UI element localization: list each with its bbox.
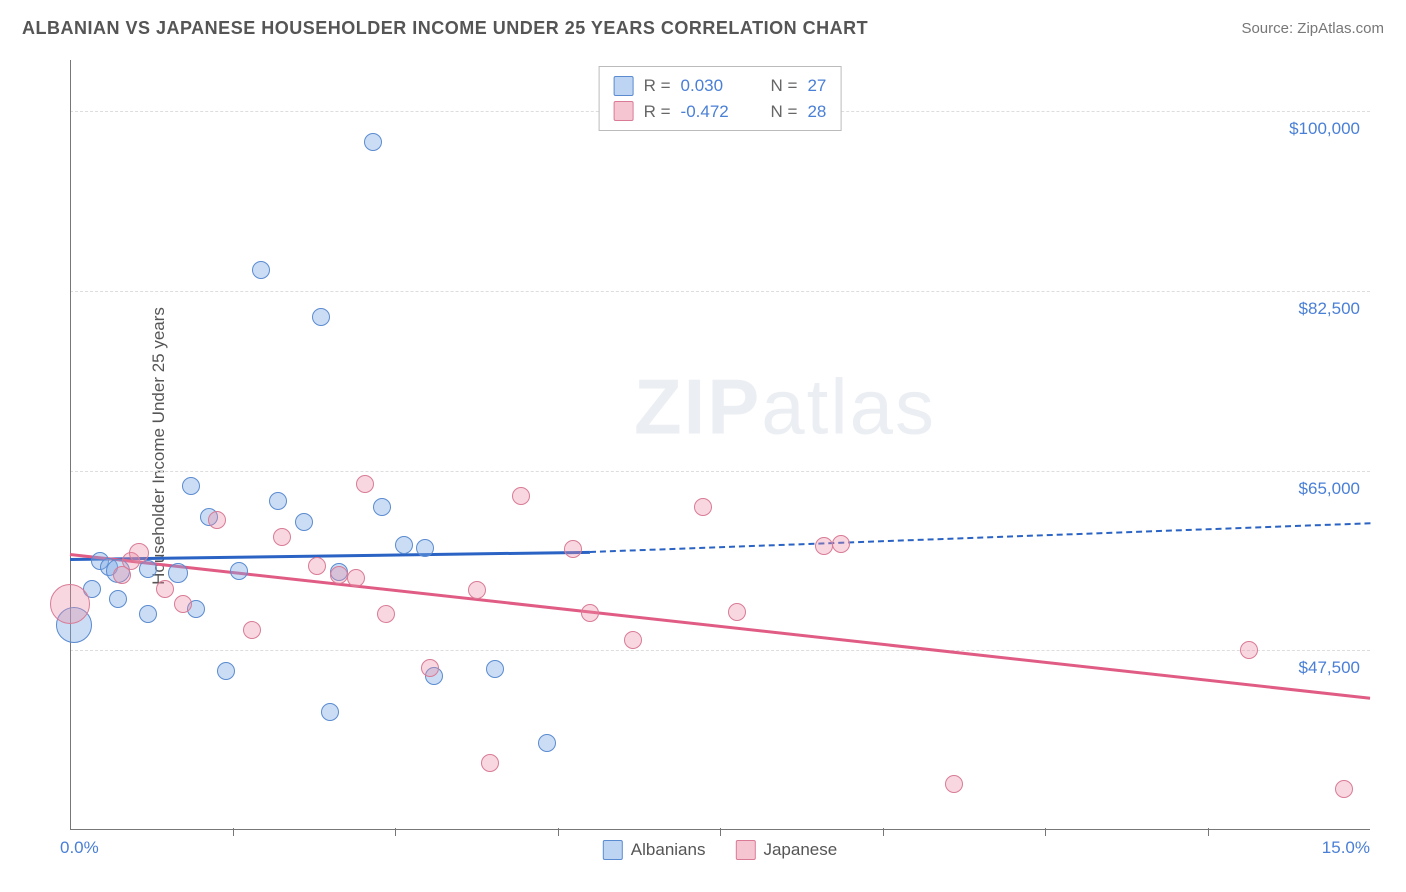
data-point (217, 662, 235, 680)
data-point (330, 566, 348, 584)
source-attribution: Source: ZipAtlas.com (1241, 20, 1384, 37)
data-point (347, 569, 365, 587)
data-point (156, 580, 174, 598)
data-point (395, 536, 413, 554)
data-point (728, 603, 746, 621)
data-point (269, 492, 287, 510)
data-point (109, 590, 127, 608)
legend-row: R = 0.030N =27 (614, 73, 827, 99)
data-point (364, 133, 382, 151)
data-point (321, 703, 339, 721)
data-point (129, 543, 149, 563)
trend-line (70, 553, 1370, 699)
data-point (243, 621, 261, 639)
legend-swatch (603, 840, 623, 860)
data-point (174, 595, 192, 613)
legend-item: Albanians (603, 840, 706, 860)
data-point (308, 557, 326, 575)
legend-swatch (735, 840, 755, 860)
x-tick-mark (558, 828, 559, 836)
data-point (182, 477, 200, 495)
legend-swatch (614, 101, 634, 121)
data-point (624, 631, 642, 649)
data-point (377, 605, 395, 623)
data-point (273, 528, 291, 546)
x-tick-mark (1208, 828, 1209, 836)
x-tick-mark (1045, 828, 1046, 836)
data-point (252, 261, 270, 279)
x-tick-mark (395, 828, 396, 836)
data-point (694, 498, 712, 516)
data-point (230, 562, 248, 580)
data-point (832, 535, 850, 553)
data-point (468, 581, 486, 599)
series-legend: Albanians Japanese (603, 840, 837, 860)
data-point (421, 659, 439, 677)
trend-line (590, 522, 1370, 553)
data-point (50, 584, 90, 624)
legend-item: Japanese (735, 840, 837, 860)
data-point (538, 734, 556, 752)
data-point (168, 563, 188, 583)
data-point (481, 754, 499, 772)
data-point (486, 660, 504, 678)
x-tick-label: 15.0% (1322, 838, 1370, 858)
x-tick-mark (720, 828, 721, 836)
watermark-atlas: atlas (761, 362, 936, 450)
data-point (1240, 641, 1258, 659)
data-point (1335, 780, 1353, 798)
chart-title: ALBANIAN VS JAPANESE HOUSEHOLDER INCOME … (22, 18, 868, 39)
data-point (139, 560, 157, 578)
gridline (70, 291, 1370, 292)
data-point (312, 308, 330, 326)
correlation-legend: R = 0.030N =27R =-0.472N =28 (599, 66, 842, 131)
y-tick-label: $100,000 (1289, 119, 1360, 139)
y-tick-label: $65,000 (1299, 479, 1360, 499)
watermark: ZIPatlas (634, 361, 936, 452)
data-point (208, 511, 226, 529)
data-point (416, 539, 434, 557)
y-tick-label: $47,500 (1299, 658, 1360, 678)
y-axis (70, 60, 71, 830)
data-point (581, 604, 599, 622)
x-tick-mark (883, 828, 884, 836)
x-tick-mark (233, 828, 234, 836)
gridline (70, 471, 1370, 472)
data-point (139, 605, 157, 623)
data-point (295, 513, 313, 531)
data-point (356, 475, 374, 493)
legend-label: Japanese (763, 840, 837, 860)
data-point (564, 540, 582, 558)
x-tick-label: 0.0% (60, 838, 99, 858)
legend-label: Albanians (631, 840, 706, 860)
gridline (70, 650, 1370, 651)
y-tick-label: $82,500 (1299, 299, 1360, 319)
legend-swatch (614, 76, 634, 96)
data-point (815, 537, 833, 555)
watermark-zip: ZIP (634, 362, 761, 450)
chart-plot-area: ZIPatlas $100,000$82,500$65,000$47,5000.… (70, 60, 1370, 830)
data-point (512, 487, 530, 505)
legend-row: R =-0.472N =28 (614, 99, 827, 125)
data-point (373, 498, 391, 516)
data-point (945, 775, 963, 793)
